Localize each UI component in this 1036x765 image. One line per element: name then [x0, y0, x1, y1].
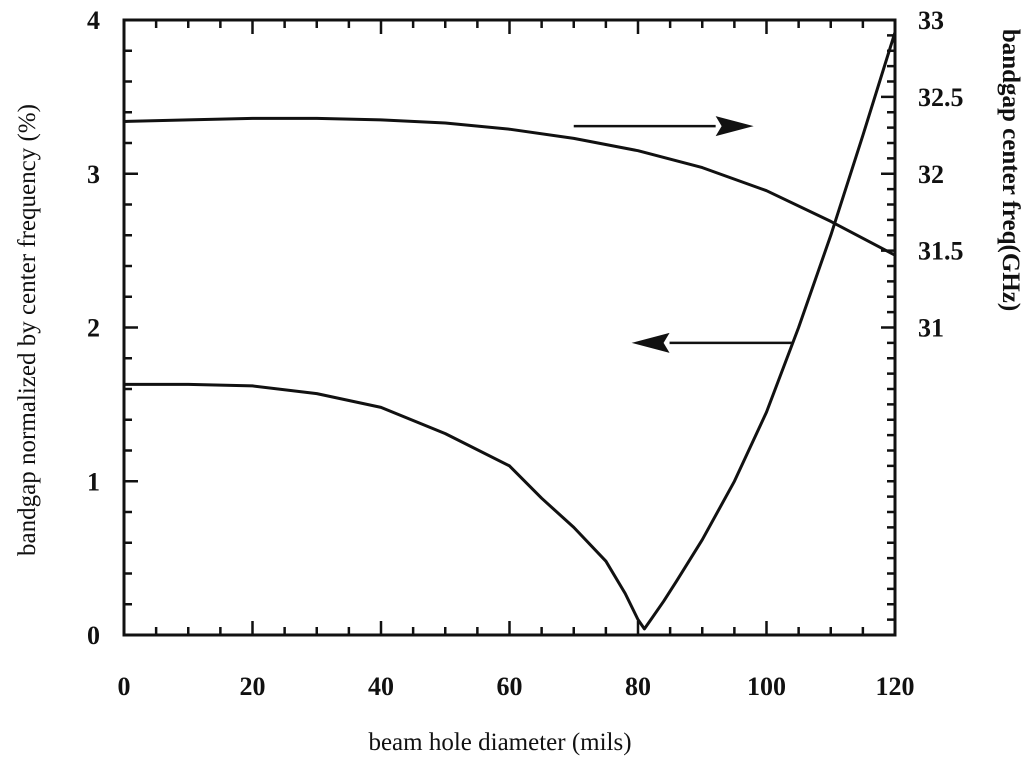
arrow-right-head	[715, 116, 754, 137]
y-left-tick-label: 4	[87, 6, 100, 35]
tick-labels: 0 20 40 60 80 100 120 0 1 2 3 4 31 31.5 32 32.5 33	[87, 6, 964, 701]
x-tick-label: 80	[625, 672, 651, 701]
y-left-tick-label: 2	[87, 314, 100, 343]
x-axis-title: beam hole diameter (mils)	[368, 729, 631, 756]
y-right-tick-label: 32.5	[918, 83, 964, 112]
x-tick-label: 120	[876, 672, 915, 701]
y-left-tick-label: 1	[87, 467, 100, 496]
right-axis-title: bandgap center freq(GHz)	[997, 29, 1024, 311]
center-frequency-line	[122, 116, 897, 257]
y-left-tick-label: 0	[87, 621, 100, 650]
y-left-tick-label: 3	[87, 160, 100, 189]
y-right-tick-label: 31.5	[918, 237, 964, 266]
x-tick-label: 20	[240, 672, 266, 701]
bandgap-line	[122, 30, 897, 631]
x-tick-label: 0	[118, 672, 131, 701]
annotation-layer	[573, 116, 793, 353]
y-right-tick-label: 32	[918, 160, 944, 189]
x-tick-label: 60	[497, 672, 523, 701]
plot-frame	[122, 18, 897, 637]
arrow-left-head	[631, 332, 670, 353]
x-tick-label: 100	[747, 672, 786, 701]
left-axis-title: bandgap normalized by center frequency (…	[14, 104, 41, 556]
series-layer	[122, 30, 897, 631]
y-right-tick-label: 33	[918, 6, 944, 35]
y-right-tick-label: 31	[918, 314, 944, 343]
x-tick-label: 40	[368, 672, 394, 701]
ticks	[122, 18, 897, 637]
